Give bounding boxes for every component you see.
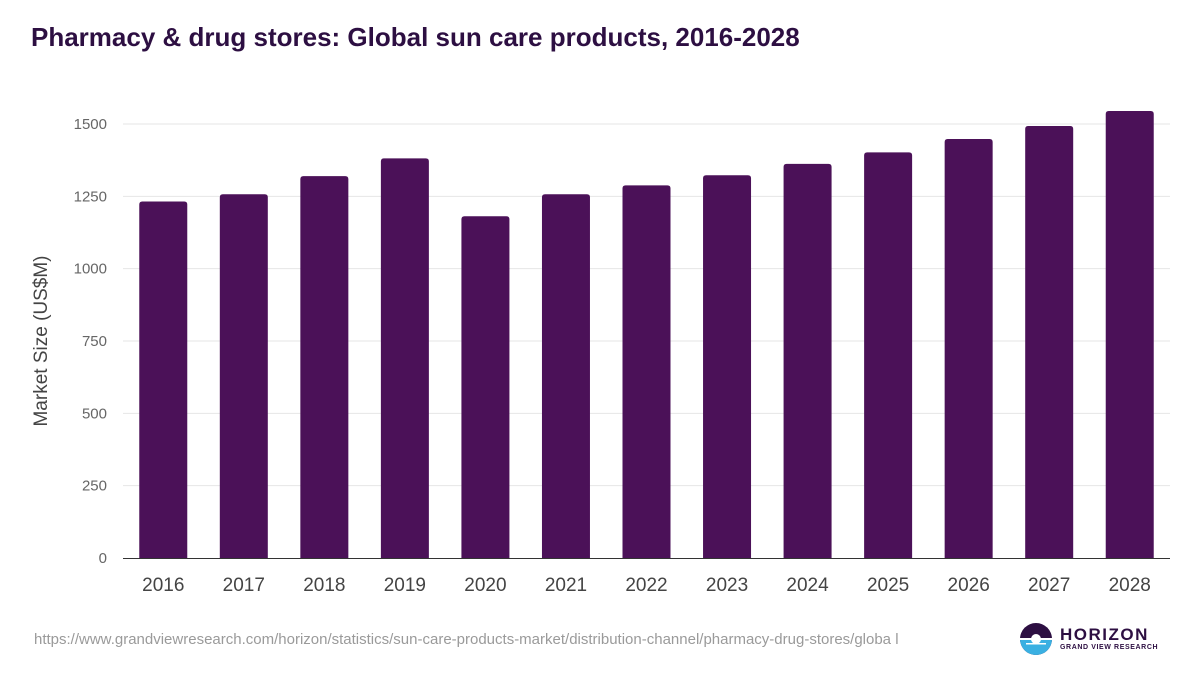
bar-2026[interactable] — [944, 139, 993, 558]
bar-2028[interactable] — [1105, 110, 1154, 558]
logo-tagline: GRAND VIEW RESEARCH — [1060, 644, 1159, 651]
source-url[interactable]: https://www.grandviewresearch.com/horizo… — [34, 631, 899, 648]
bars — [139, 110, 1154, 559]
y-axis-ticks: 0 250 500 750 1000 1250 1500 — [74, 116, 107, 567]
y-tick-label: 250 — [82, 478, 107, 495]
x-tick-label: 2028 — [1109, 575, 1151, 596]
x-tick-label: 2023 — [706, 575, 748, 596]
logo-name: HORIZON — [1060, 625, 1149, 644]
y-tick-label: 750 — [82, 333, 107, 350]
x-tick-label: 2022 — [625, 575, 667, 596]
x-tick-label: 2024 — [786, 575, 829, 596]
y-tick-label: 1000 — [74, 261, 107, 278]
y-tick-label: 0 — [99, 550, 107, 567]
bar-2020[interactable] — [461, 216, 510, 558]
bar-2016[interactable] — [139, 201, 188, 559]
x-tick-label: 2017 — [223, 575, 265, 596]
chart-title: Pharmacy & drug stores: Global sun care … — [31, 22, 800, 52]
bar-2021[interactable] — [541, 194, 590, 559]
bar-2025[interactable] — [864, 152, 913, 558]
x-tick-label: 2018 — [303, 575, 345, 596]
bar-2027[interactable] — [1025, 126, 1074, 558]
x-tick-label: 2016 — [142, 575, 184, 596]
x-tick-label: 2019 — [384, 575, 426, 596]
horizon-logo: HORIZON GRAND VIEW RESEARCH — [1019, 622, 1159, 658]
horizon-logo-icon — [1020, 623, 1052, 655]
bar-2017[interactable] — [219, 194, 268, 559]
x-axis-ticks: 2016 2017 2018 2019 2020 2021 2022 2023 2024 2025… — [142, 575, 1151, 596]
bar-2022[interactable] — [622, 185, 671, 558]
y-tick-label: 500 — [82, 405, 107, 422]
bar-2024[interactable] — [783, 163, 832, 559]
x-tick-label: 2025 — [867, 575, 909, 596]
y-tick-label: 1500 — [74, 116, 107, 133]
x-tick-label: 2026 — [948, 575, 990, 596]
x-tick-label: 2027 — [1028, 575, 1070, 596]
bar-2018[interactable] — [300, 176, 349, 558]
bar-2019[interactable] — [380, 158, 429, 558]
bar-2023[interactable] — [703, 175, 752, 558]
y-axis-label: Market Size (US$M) — [31, 255, 52, 426]
x-tick-label: 2020 — [464, 575, 506, 596]
y-tick-label: 1250 — [74, 188, 107, 205]
x-tick-label: 2021 — [545, 575, 587, 596]
